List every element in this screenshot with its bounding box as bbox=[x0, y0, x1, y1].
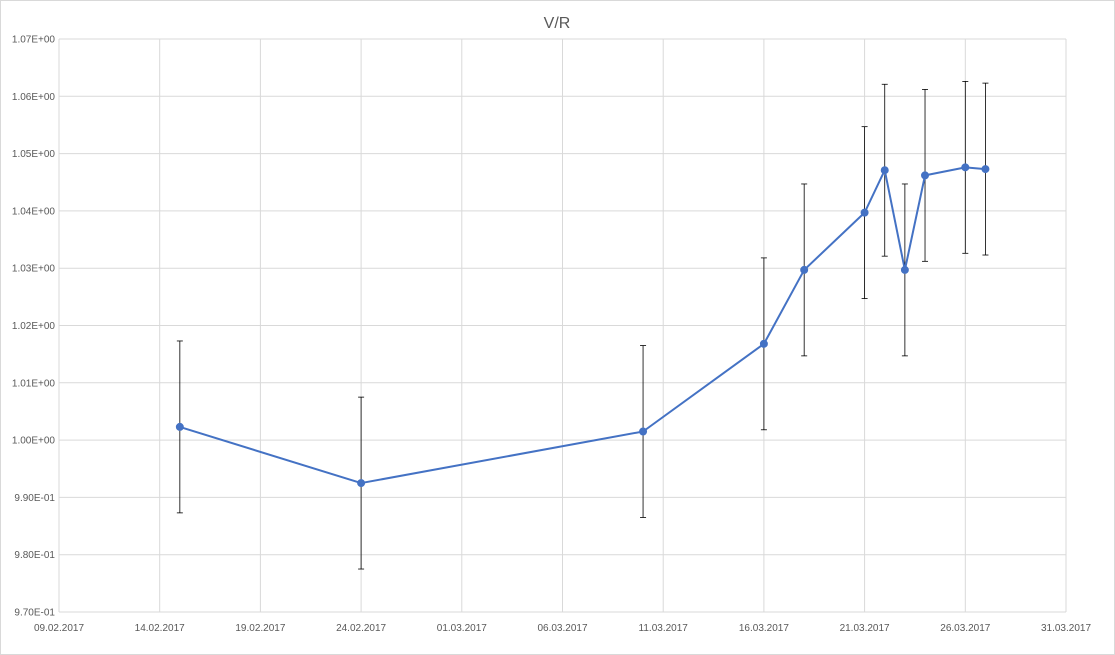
data-point bbox=[639, 427, 648, 436]
x-tick-label: 26.03.2017 bbox=[940, 623, 990, 634]
y-tick-label: 1.07E+00 bbox=[12, 35, 56, 46]
data-point bbox=[981, 165, 990, 174]
y-tick-label: 1.02E+00 bbox=[12, 321, 56, 332]
x-tick-label: 31.03.2017 bbox=[1041, 623, 1091, 634]
data-point bbox=[900, 265, 909, 274]
x-tick-label: 06.03.2017 bbox=[537, 623, 587, 634]
y-tick-label: 1.03E+00 bbox=[12, 264, 56, 275]
x-tick-label: 24.02.2017 bbox=[336, 623, 386, 634]
y-tick-label: 9.70E-01 bbox=[14, 608, 55, 619]
y-axis: 9.70E-01 9.80E-01 9.90E-01 1.00E+00 1.01E+00… bbox=[12, 35, 56, 619]
y-tick-label: 1.06E+00 bbox=[12, 92, 56, 103]
data-points bbox=[175, 163, 990, 488]
x-axis: 09.02.2017 14.02.2017 19.02.2017 24.02.2017… bbox=[34, 623, 1091, 634]
y-tick-label: 9.80E-01 bbox=[14, 550, 55, 561]
data-point bbox=[175, 422, 184, 431]
x-tick-label: 16.03.2017 bbox=[739, 623, 789, 634]
y-tick-label: 1.05E+00 bbox=[12, 149, 56, 160]
data-point bbox=[357, 479, 366, 488]
x-tick-label: 21.03.2017 bbox=[840, 623, 890, 634]
y-tick-label: 1.00E+00 bbox=[12, 436, 56, 447]
x-tick-label: 11.03.2017 bbox=[639, 623, 689, 634]
x-tick-label: 19.02.2017 bbox=[235, 623, 285, 634]
data-point bbox=[880, 166, 889, 175]
x-tick-label: 09.02.2017 bbox=[34, 623, 84, 634]
y-tick-label: 9.90E-01 bbox=[14, 493, 55, 504]
chart-title: V/R bbox=[544, 15, 571, 32]
y-tick-label: 1.01E+00 bbox=[12, 378, 56, 389]
data-point bbox=[961, 163, 970, 172]
y-tick-label: 1.04E+00 bbox=[12, 206, 56, 217]
data-point bbox=[921, 171, 930, 180]
gridlines bbox=[58, 38, 1067, 613]
data-point bbox=[759, 339, 768, 348]
data-point bbox=[800, 265, 809, 274]
data-point bbox=[860, 208, 869, 217]
x-tick-label: 14.02.2017 bbox=[135, 623, 185, 634]
x-tick-label: 01.03.2017 bbox=[437, 623, 487, 634]
